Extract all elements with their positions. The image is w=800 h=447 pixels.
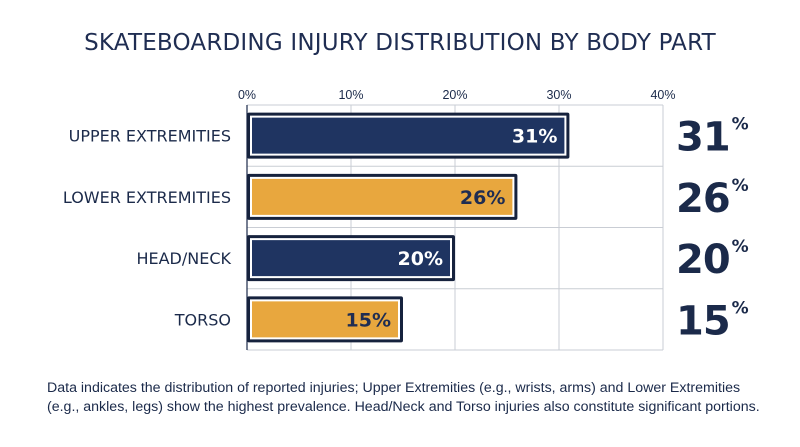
- side-value-unit: %: [732, 176, 749, 196]
- bar-data-label: 15%: [346, 309, 391, 331]
- bar: [252, 301, 398, 338]
- side-value: 26: [676, 176, 730, 222]
- x-tick-label: 20%: [442, 88, 467, 102]
- category-label: HEAD/NECK: [136, 249, 231, 268]
- side-value-unit: %: [732, 237, 749, 257]
- side-value: 15: [676, 298, 730, 344]
- category-label: LOWER EXTREMITIES: [63, 188, 231, 207]
- bar: [252, 178, 513, 215]
- bar: [252, 117, 565, 154]
- x-tick-label: 10%: [338, 88, 363, 102]
- x-tick-label: 30%: [546, 88, 571, 102]
- bar: [252, 240, 450, 277]
- x-tick-label: 40%: [650, 88, 675, 102]
- side-value: 20: [676, 237, 730, 283]
- bar-data-label: 26%: [460, 187, 505, 209]
- chart-caption: Data indicates the distribution of repor…: [47, 380, 760, 415]
- bar-data-label: 20%: [398, 248, 443, 270]
- chart-title: SKATEBOARDING INJURY DISTRIBUTION BY BOD…: [84, 30, 716, 56]
- side-value-unit: %: [732, 298, 749, 318]
- side-value: 31: [676, 115, 730, 161]
- x-tick-label: 0%: [238, 88, 256, 102]
- bar-data-label: 31%: [512, 126, 557, 148]
- side-value-unit: %: [732, 115, 749, 135]
- category-label: UPPER EXTREMITIES: [69, 127, 231, 146]
- category-label: TORSO: [174, 310, 231, 329]
